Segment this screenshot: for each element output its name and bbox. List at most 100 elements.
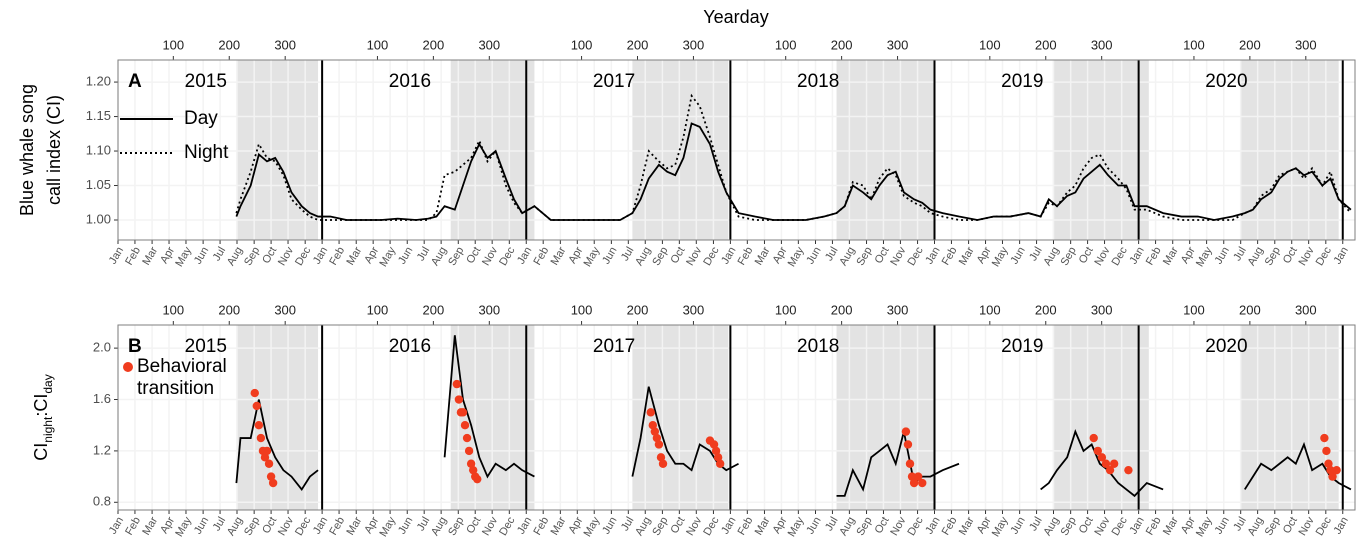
x-tick-label: Jun <box>396 515 415 536</box>
x-tick-label: Aug <box>837 245 857 268</box>
x2-tick-label: 300 <box>1295 37 1317 52</box>
x2-tick-label: 100 <box>979 37 1001 52</box>
legend-symbol <box>123 362 133 372</box>
y-tick-label: 1.6 <box>93 391 111 406</box>
x-tick-label: May <box>786 245 807 269</box>
transition-point <box>1101 459 1111 468</box>
x-tick-label: Jan <box>311 515 330 536</box>
x-tick-label: Feb <box>736 245 756 267</box>
x-tick-label: Nov <box>888 515 908 538</box>
transition-point <box>713 453 723 462</box>
x-tick-label: Mar <box>1161 515 1181 538</box>
legend-label: Day <box>184 108 218 129</box>
x2-tick-label: 100 <box>571 37 593 52</box>
x-tick-label: Dec <box>293 245 313 268</box>
x-tick-label: Sep <box>446 245 466 268</box>
x2-tick-label: 200 <box>423 37 445 52</box>
x-tick-label: Mar <box>344 515 364 538</box>
x-tick-label: Feb <box>531 515 551 537</box>
year-label: 2019 <box>1001 336 1043 357</box>
x-tick-label: Jan <box>1127 245 1146 266</box>
transition-point <box>650 427 660 436</box>
transition-point <box>460 421 470 430</box>
x2-tick-label: 100 <box>571 302 593 317</box>
x-tick-label: Sep <box>1059 515 1079 538</box>
transition-point <box>901 427 911 436</box>
x-tick-label: Nov <box>276 515 296 538</box>
transition-point <box>656 453 666 462</box>
transition-point <box>262 446 272 456</box>
x-tick-label: Nov <box>1092 515 1112 538</box>
transition-point <box>909 478 919 488</box>
y-axis-title: CInight:CIday <box>31 374 55 460</box>
x2-tick-label: 200 <box>627 37 649 52</box>
x-tick-label: Nov <box>1297 515 1317 538</box>
transition-point <box>646 408 655 417</box>
x-tick-label: Jan <box>311 245 330 266</box>
x-tick-label: Dec <box>497 515 517 538</box>
transition-point <box>464 446 474 456</box>
x-tick-label: Jun <box>1213 245 1232 266</box>
transition-point <box>268 478 278 488</box>
transition-point <box>1326 465 1335 475</box>
x-tick-label: Dec <box>701 245 721 268</box>
transition-point <box>1089 433 1098 443</box>
x-tick-label: Dec <box>701 515 721 538</box>
year-label: 2016 <box>389 336 431 357</box>
x-tick-label: Dec <box>1110 515 1130 538</box>
y-tick-label: 1.20 <box>86 74 111 89</box>
x2-tick-label: 100 <box>1183 302 1205 317</box>
x-tick-label: Feb <box>1144 245 1164 267</box>
x2-tick-label: 100 <box>1183 37 1205 52</box>
panel-label: A <box>128 71 142 92</box>
x2-axis-title: Yearday <box>703 7 768 27</box>
transition-point <box>458 408 468 417</box>
x-tick-label: Jan <box>923 515 942 536</box>
x2-tick-label: 200 <box>1239 37 1261 52</box>
x-tick-label: Aug <box>837 515 857 538</box>
x2-tick-label: 300 <box>887 302 909 317</box>
x-tick-label: Mar <box>549 515 569 538</box>
x-tick-label: Dec <box>1314 245 1334 268</box>
transition-point <box>1093 446 1103 456</box>
y-tick-label: 1.15 <box>86 108 111 123</box>
x-tick-label: Aug <box>633 515 653 538</box>
x-tick-label: Jun <box>192 245 211 266</box>
x-tick-label: Mar <box>140 515 160 538</box>
x-tick-label: Aug <box>1246 245 1266 268</box>
plot-border <box>117 324 1356 511</box>
transition-point <box>711 446 721 456</box>
x2-tick-label: 100 <box>367 302 389 317</box>
x-tick-label: Aug <box>1041 245 1061 268</box>
x-tick-label: Aug <box>225 245 245 268</box>
year-label: 2019 <box>1001 71 1043 92</box>
x-tick-label: Feb <box>1144 515 1164 537</box>
x-tick-label: Jan <box>107 245 126 266</box>
x-tick-label: Aug <box>429 245 449 268</box>
transition-point <box>473 474 482 484</box>
y-tick-label: 1.00 <box>86 211 111 226</box>
y-axis-title: Blue whale song <box>17 84 37 216</box>
x-tick-label: May <box>1194 245 1215 269</box>
x-tick-label: Nov <box>1092 245 1112 268</box>
transition-point <box>1105 465 1115 475</box>
x2-tick-label: 300 <box>683 37 705 52</box>
year-label: 2018 <box>797 336 839 357</box>
x2-tick-label: 200 <box>831 302 853 317</box>
y-axis-title: call index (CI) <box>44 95 64 205</box>
transition-point <box>468 465 478 475</box>
year-label: 2020 <box>1205 71 1247 92</box>
transition-point <box>709 440 719 449</box>
x2-tick-label: 100 <box>367 37 389 52</box>
x2-tick-label: 100 <box>162 302 184 317</box>
x-tick-label: Sep <box>446 515 466 538</box>
x-tick-label: Sep <box>1263 515 1283 538</box>
y-tick-label: 1.10 <box>86 142 111 157</box>
year-label: 2018 <box>797 71 839 92</box>
x-tick-label: Feb <box>736 515 756 537</box>
x2-tick-label: 300 <box>887 37 909 52</box>
x-tick-label: Feb <box>123 245 143 267</box>
shaded-period <box>1240 325 1339 510</box>
x2-tick-label: 300 <box>1091 302 1113 317</box>
y-tick-label: 2.0 <box>93 340 111 355</box>
